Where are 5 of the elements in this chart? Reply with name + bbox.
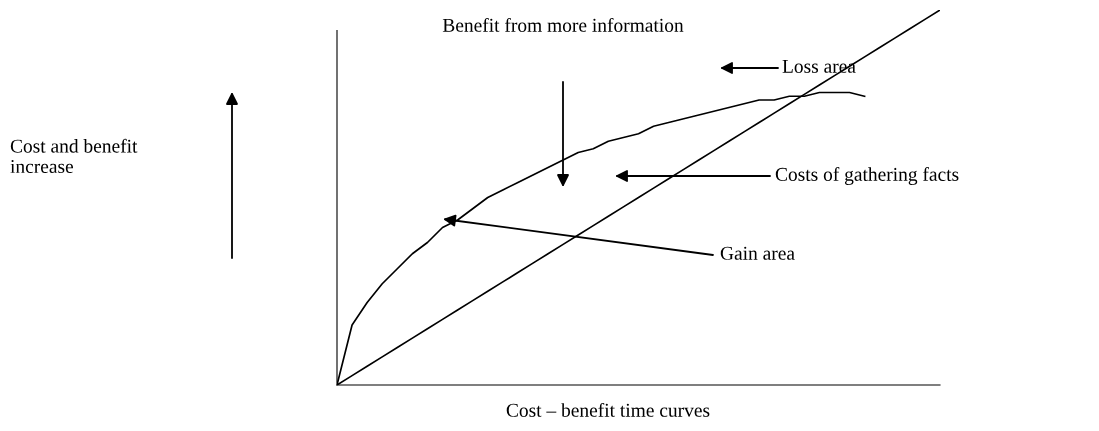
annotation: Gain area: [720, 246, 795, 260]
x-axis-title: Cost – benefit time curves: [506, 402, 710, 417]
annotation: Benefit from more information: [442, 17, 684, 32]
annotation: Costs of gathering facts: [775, 167, 959, 185]
text: Cost and benefit increase: [10, 138, 138, 174]
